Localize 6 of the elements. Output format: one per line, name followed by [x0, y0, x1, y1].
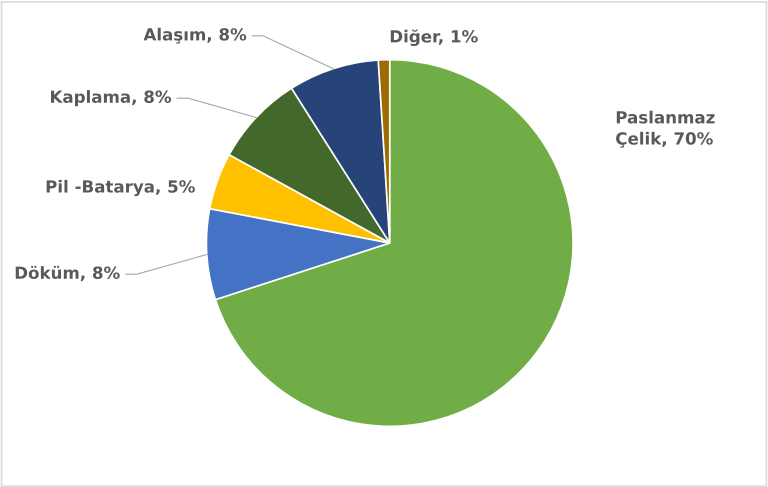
slice-label: Paslanmaz Çelik, 70%	[616, 110, 715, 148]
slice-label: Kaplama, 8%	[51, 90, 172, 106]
slice-label: Pil -Batarya, 5%	[46, 180, 195, 196]
slice-label: Diğer, 1%	[390, 29, 478, 46]
slice-label: Alaşım, 8%	[144, 28, 246, 44]
slice-label: Döküm, 8%	[16, 266, 120, 282]
